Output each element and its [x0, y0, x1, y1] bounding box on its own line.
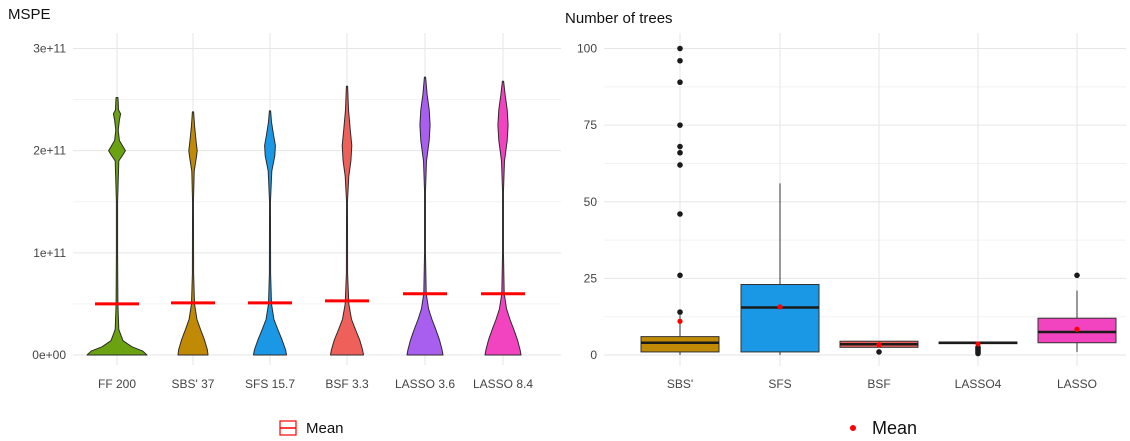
trees-boxes: [640, 45, 1117, 357]
trees-outlier-point: [876, 349, 882, 355]
trees-title: Number of trees: [565, 10, 673, 27]
mspe-violins: [86, 76, 522, 356]
trees-x-tick-label: SBS': [667, 377, 693, 391]
mspe-x-tick-label: SBS' 37: [172, 377, 215, 391]
trees-y-axis: 0 25 50 75 100: [577, 42, 597, 363]
trees-y-tick-label: 0: [590, 348, 597, 362]
trees-box-group: [839, 340, 919, 355]
mspe-x-tick-label: FF 200: [98, 377, 136, 391]
mspe-violin: [253, 110, 287, 356]
mspe-gridlines: [73, 33, 561, 365]
mspe-y-tick-label: 0e+00: [32, 348, 66, 362]
trees-mean-point: [1074, 326, 1080, 332]
mspe-y-tick-label: 1e+11: [33, 246, 66, 260]
trees-box: [640, 336, 720, 353]
mspe-means: [95, 292, 525, 306]
trees-x-axis: SBS' SFS BSF LASSO4 LASSO: [667, 377, 1097, 391]
trees-outlier-point: [677, 162, 683, 168]
trees-mean-point: [876, 342, 882, 348]
mspe-violin: [86, 97, 148, 356]
trees-outlier-point: [677, 211, 683, 217]
trees-legend-label: Mean: [872, 418, 917, 438]
trees-outlier-point: [677, 122, 683, 128]
mspe-x-tick-label: BSF 3.3: [325, 377, 369, 391]
mspe-title: MSPE: [8, 6, 51, 23]
trees-mean-point: [777, 304, 783, 310]
trees-x-tick-label: LASSO: [1057, 377, 1097, 391]
mspe-violin: [177, 111, 209, 356]
mspe-legend-label: Mean: [306, 420, 344, 437]
mspe-violin: [406, 76, 444, 356]
trees-outlier-point: [677, 45, 683, 52]
trees-mean-point: [677, 318, 683, 324]
mspe-y-axis: 0e+00 1e+11 2e+11 3e+11: [32, 42, 66, 363]
mspe-x-tick-label: LASSO 3.6: [395, 377, 455, 391]
trees-x-tick-label: SFS: [768, 377, 791, 391]
trees-outlier-point: [677, 272, 683, 279]
mspe-violin: [330, 85, 364, 356]
trees-outlier-point: [677, 79, 683, 86]
trees-legend: Mean: [850, 418, 917, 438]
trees-box-group: [740, 183, 820, 355]
trees-y-tick-label: 75: [584, 118, 598, 132]
trees-x-tick-label: LASSO4: [955, 377, 1002, 391]
trees-box: [1037, 317, 1117, 344]
mspe-panel: MSPE 0e+00 1e+11 2e+11 3e+11 FF 200 SBS' 37 S…: [8, 6, 561, 391]
trees-outlier-point: [677, 309, 683, 315]
trees-box-group: [640, 45, 720, 355]
trees-box-group: [1037, 272, 1117, 352]
mspe-x-tick-label: LASSO 8.4: [473, 377, 533, 391]
trees-legend-key-dot: [850, 425, 856, 431]
trees-mean-point: [975, 341, 981, 347]
mspe-y-tick-label: 3e+11: [33, 42, 66, 56]
trees-box: [740, 284, 820, 353]
mspe-x-tick-label: SFS 15.7: [245, 377, 295, 391]
trees-outlier-point: [1074, 272, 1080, 279]
trees-outlier-point: [677, 149, 683, 156]
trees-panel: Number of trees 0 25 50 75 100 SBS' SFS BSF LAS…: [565, 10, 1126, 391]
trees-x-tick-label: BSF: [867, 377, 890, 391]
trees-y-tick-label: 100: [577, 42, 597, 56]
trees-y-tick-label: 50: [584, 195, 598, 209]
mspe-violin: [484, 80, 522, 356]
trees-y-tick-label: 25: [584, 271, 598, 285]
mspe-x-axis: FF 200 SBS' 37 SFS 15.7 BSF 3.3 LASSO 3.6 LAS…: [98, 377, 533, 391]
trees-box-group: [938, 341, 1018, 357]
trees-outlier-point: [677, 143, 683, 150]
mspe-legend: Mean: [279, 420, 344, 437]
trees-outlier-point: [677, 57, 683, 64]
mspe-y-tick-label: 2e+11: [33, 144, 66, 158]
